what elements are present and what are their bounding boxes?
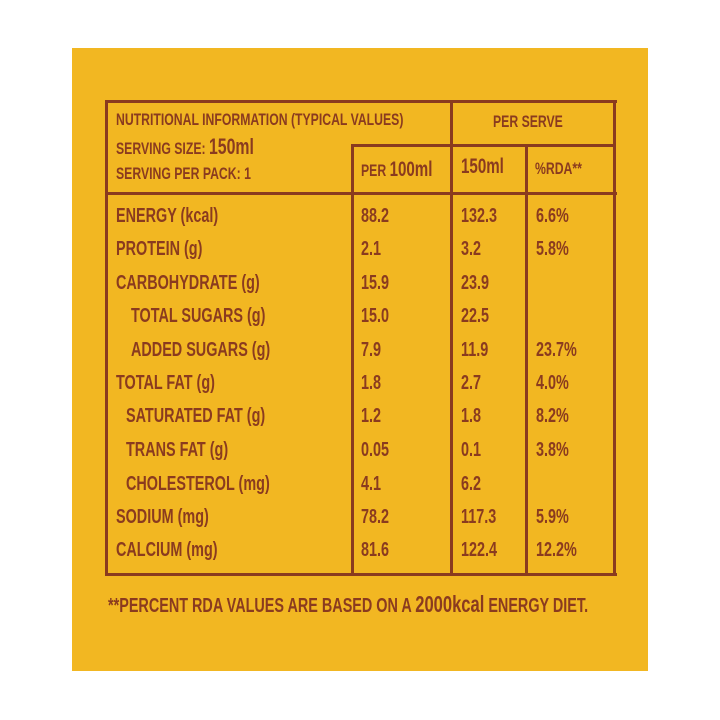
col-divider-rda [525, 144, 528, 576]
row-label: SATURATED FAT (g) [126, 405, 266, 427]
footnote-prefix: **PERCENT RDA VALUES ARE BASED ON A [108, 595, 416, 617]
row-label: CHOLESTEROL (mg) [126, 473, 270, 495]
col-header-per100-value: 100ml [389, 158, 433, 181]
row-label: CALCIUM (mg) [116, 539, 218, 561]
serving-size-label: SERVING SIZE: [116, 139, 209, 158]
table-border-top [105, 100, 617, 103]
row-label: TOTAL FAT (g) [116, 372, 215, 394]
row-per100: 78.2 [361, 506, 390, 528]
row-per100: 88.2 [361, 205, 390, 227]
serving-size-value: 150ml [208, 134, 254, 159]
row-per100: 15.0 [361, 305, 390, 327]
row-rda: 3.8% [536, 439, 569, 461]
row-serve: 23.9 [461, 272, 490, 294]
table-title: NUTRITIONAL INFORMATION (TYPICAL VALUES) [116, 110, 404, 129]
row-per100: 15.9 [361, 272, 390, 294]
nutrition-panel [72, 48, 648, 671]
table-border-right [613, 100, 616, 576]
row-per100: 1.2 [361, 405, 382, 427]
row-rda: 12.2% [536, 539, 577, 561]
row-serve: 11.9 [461, 339, 489, 361]
row-serve: 2.7 [461, 372, 482, 394]
col-header-serve: 150ml [461, 155, 504, 178]
row-label: ADDED SUGARS (g) [131, 339, 271, 361]
serving-size: SERVING SIZE: 150ml [116, 134, 254, 160]
col-header-per100-prefix: PER [361, 161, 390, 180]
row-serve: 122.4 [461, 539, 498, 561]
footnote-suffix: ENERGY DIET. [484, 595, 589, 617]
row-label: PROTEIN (g) [116, 238, 203, 260]
row-label: CARBOHYDRATE (g) [116, 272, 260, 294]
table-border-bottom [105, 573, 617, 576]
header-divider [105, 192, 617, 195]
row-serve: 132.3 [461, 205, 498, 227]
row-serve: 6.2 [461, 473, 482, 495]
row-serve: 117.3 [461, 506, 497, 528]
row-label: ENERGY (kcal) [116, 205, 219, 227]
row-serve: 0.1 [461, 439, 482, 461]
row-rda: 5.8% [536, 238, 569, 260]
row-rda: 8.2% [536, 405, 569, 427]
row-per100: 1.8 [361, 372, 382, 394]
row-per100: 2.1 [361, 238, 382, 260]
row-label: SODIUM (mg) [116, 506, 209, 528]
serving-per-pack: SERVING PER PACK: 1 [116, 164, 251, 183]
rda-footnote: **PERCENT RDA VALUES ARE BASED ON A 2000… [108, 591, 588, 618]
row-per100: 7.9 [361, 339, 382, 361]
col-header-rda: %RDA** [535, 159, 582, 178]
subheader-divider [352, 144, 614, 147]
row-serve: 22.5 [461, 305, 490, 327]
row-rda: 5.9% [536, 506, 569, 528]
row-serve: 3.2 [461, 238, 482, 260]
table-border-left [105, 100, 108, 576]
col-divider-perserve [450, 100, 453, 576]
footnote-value: 2000kcal [415, 591, 485, 617]
row-per100: 81.6 [361, 539, 390, 561]
row-label: TRANS FAT (g) [126, 439, 229, 461]
row-per100: 4.1 [361, 473, 382, 495]
row-rda: 23.7% [536, 339, 577, 361]
col-header-per100: PER 100ml [361, 158, 432, 182]
row-rda: 6.6% [536, 205, 569, 227]
row-rda: 4.0% [536, 372, 569, 394]
row-label: TOTAL SUGARS (g) [131, 305, 266, 327]
row-serve: 1.8 [461, 405, 482, 427]
col-divider-per100 [351, 144, 354, 576]
row-per100: 0.05 [361, 439, 390, 461]
per-serve-header: PER SERVE [493, 112, 563, 131]
